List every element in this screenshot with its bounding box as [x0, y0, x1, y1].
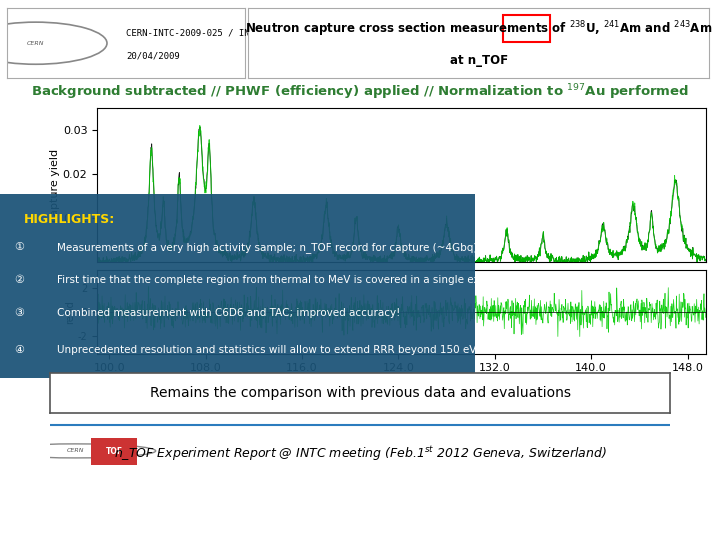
Text: 20/04/2009: 20/04/2009 [126, 51, 180, 60]
Text: Unprecedented resolution and statistics will allow to extend RRR beyond 150 eV.: Unprecedented resolution and statistics … [57, 345, 478, 355]
Text: at n_TOF: at n_TOF [450, 53, 508, 66]
Text: n_TOF Experiment Report @ INTC meeting (Feb.1$^{st}$ 2012 Geneva, Switzerland): n_TOF Experiment Report @ INTC meeting (… [114, 444, 606, 463]
FancyBboxPatch shape [91, 438, 137, 465]
Text: CERN: CERN [27, 40, 45, 46]
Y-axis label: resid: resid [65, 300, 75, 323]
Text: Measurements of a very high activity sample; n_TOF record for capture (~4Gbq): Measurements of a very high activity sam… [57, 242, 477, 253]
FancyBboxPatch shape [0, 194, 475, 378]
Text: First time that the complete region from thermal to MeV is covered in a single e: First time that the complete region from… [57, 275, 494, 285]
Text: TOF: TOF [106, 447, 122, 456]
Text: Neutron capture cross section measurements of $^{238}$U, $^{241}$Am and $^{243}$: Neutron capture cross section measuremen… [246, 19, 712, 39]
Text: Remains the comparison with previous data and evaluations: Remains the comparison with previous dat… [150, 386, 570, 400]
Text: ②: ② [14, 275, 24, 285]
Text: ①: ① [14, 242, 24, 252]
Text: ③: ③ [14, 308, 24, 318]
Text: ④: ④ [14, 345, 24, 355]
Text: CERN-INTC-2009-025 / INTC-P-269: CERN-INTC-2009-025 / INTC-P-269 [126, 29, 292, 38]
Text: CERN: CERN [66, 448, 84, 454]
Y-axis label: capture yield: capture yield [50, 148, 60, 221]
X-axis label: neutron energy (eV): neutron energy (eV) [338, 379, 464, 392]
Text: HIGHLIGHTS:: HIGHLIGHTS: [24, 213, 115, 226]
Text: Combined measurement with C6D6 and TAC; improved accuracy!: Combined measurement with C6D6 and TAC; … [57, 308, 400, 318]
Bar [503, 15, 550, 42]
Text: Background subtracted // PHWF (efficiency) applied // Normalization to $^{197}$A: Background subtracted // PHWF (efficienc… [31, 82, 689, 102]
